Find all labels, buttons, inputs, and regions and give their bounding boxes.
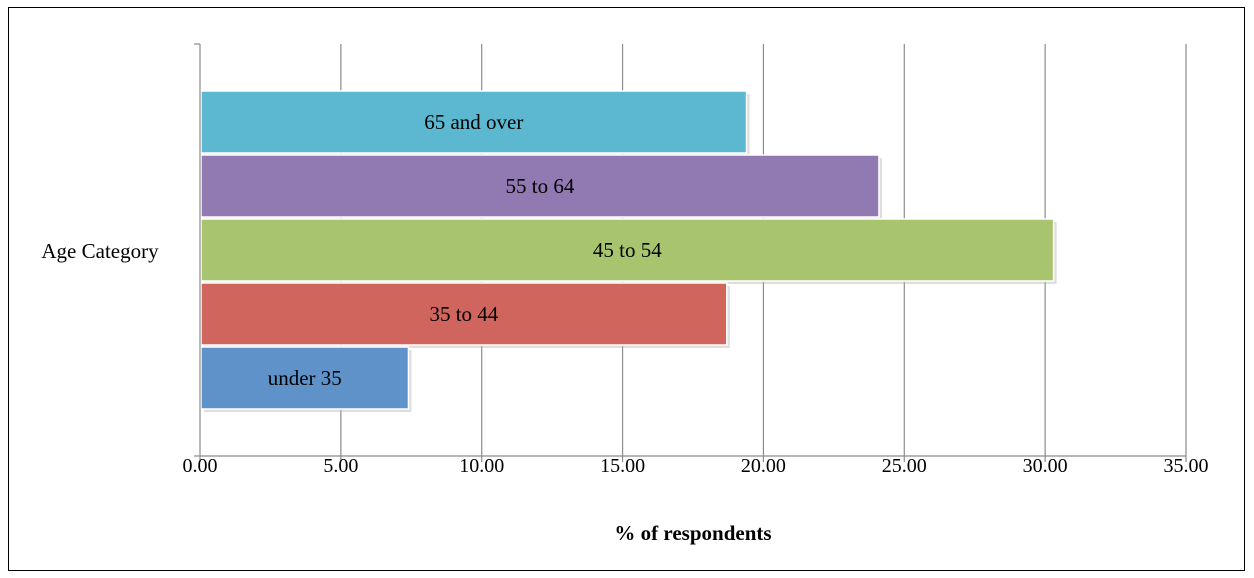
bar-label: 55 to 64 [506,174,575,198]
x-tick-label: 0.00 [183,455,218,477]
x-tick-label: 10.00 [459,455,504,477]
x-tick-label: 5.00 [323,455,358,477]
bar-label: under 35 [268,366,342,390]
x-tick-label: 25.00 [882,455,927,477]
x-tick-label: 15.00 [600,455,645,477]
x-tick-label: 30.00 [1023,455,1068,477]
axes: 0.00 5.00 10.00 15.00 20.00 25.00 30.00 35.00 [183,43,1209,477]
category-label: Age Category [41,239,159,263]
bar [200,154,880,218]
bar [200,282,728,346]
bar-label: 35 to 44 [429,302,498,326]
bars: 65 and over 55 to 64 45 to 54 35 to 44 under… [200,90,1057,412]
bar [200,218,1055,282]
bar [200,346,410,410]
x-axis-title: % of respondents [614,521,771,545]
x-tick-label: 35.00 [1164,455,1209,477]
bar-label: 45 to 54 [593,238,662,262]
x-tick-label: 20.00 [741,455,786,477]
bar [200,90,748,154]
bar-label: 65 and over [424,110,523,134]
